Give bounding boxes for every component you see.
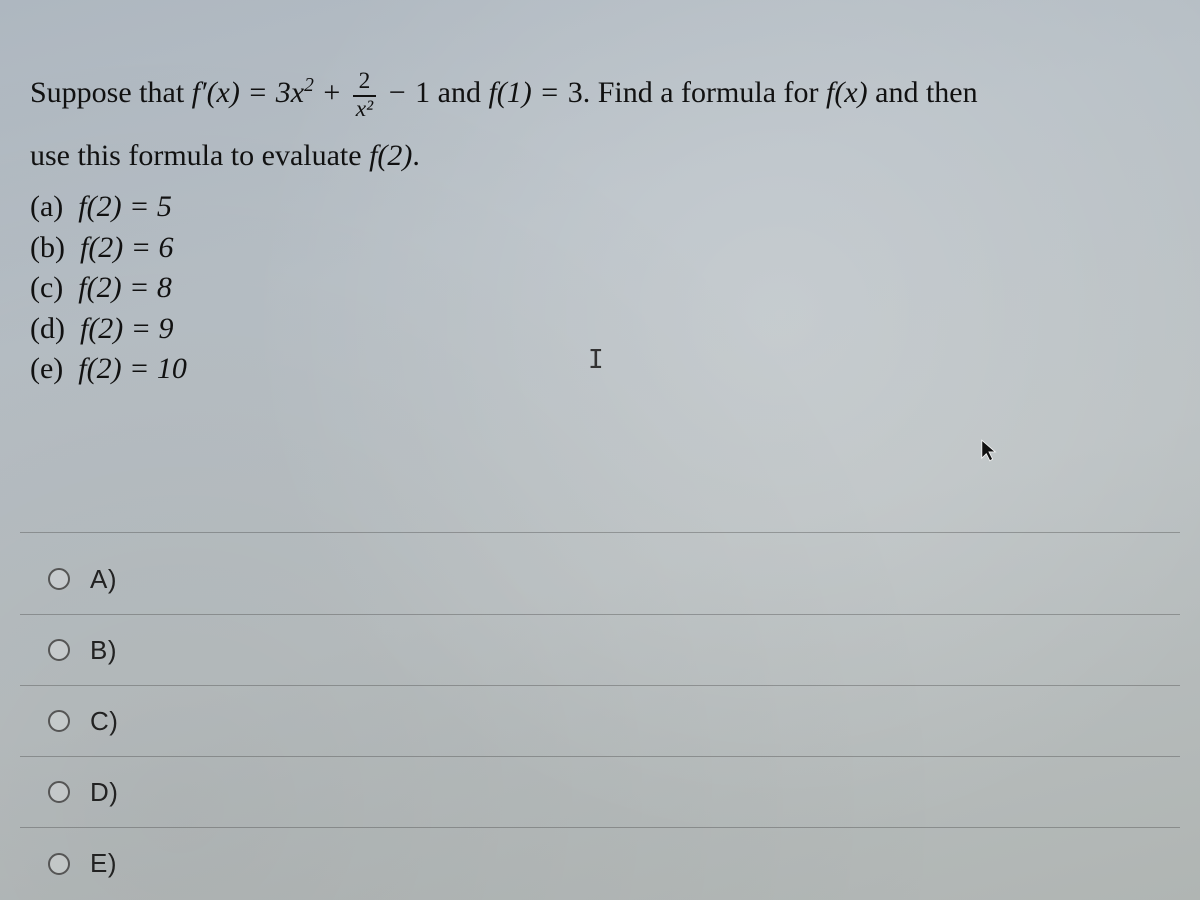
and: and — [438, 76, 489, 109]
equals2: = — [539, 76, 567, 109]
inline-choices: (a) f(2) = 5 (b) f(2) = 6 (c) f(2) = 8 (… — [30, 187, 1170, 390]
choice-c: (c) f(2) = 8 — [30, 268, 1170, 309]
three: 3. — [568, 76, 591, 109]
math-fprime: f′(x) — [192, 76, 240, 109]
answer-label: A) — [90, 564, 117, 595]
choice-expr: f(2) = 8 — [78, 271, 172, 304]
answer-option-c[interactable]: C) — [20, 686, 1180, 757]
dot: . — [412, 139, 420, 172]
choice-prefix: (b) — [30, 231, 65, 264]
choice-d: (d) f(2) = 9 — [30, 309, 1170, 350]
choice-prefix: (d) — [30, 312, 65, 345]
cursor-icon — [980, 438, 998, 464]
plus: + — [321, 76, 349, 109]
text2: use this formula to evaluate — [30, 139, 369, 172]
term-3x2: 3x2 — [276, 76, 314, 109]
one: 1 — [415, 76, 430, 109]
fraction-numerator: 2 — [353, 70, 376, 96]
equals: = — [247, 76, 275, 109]
math-fx: f(x) — [826, 76, 868, 109]
options-divider — [20, 532, 1180, 533]
choice-prefix: (a) — [30, 190, 63, 223]
radio-icon[interactable] — [48, 853, 70, 875]
radio-icon[interactable] — [48, 639, 70, 661]
math-f1: f(1) — [488, 76, 531, 109]
minus: − — [387, 76, 415, 109]
choice-expr: f(2) = 5 — [78, 190, 172, 223]
answer-label: D) — [90, 777, 118, 808]
choice-a: (a) f(2) = 5 — [30, 187, 1170, 228]
exp1: 2 — [304, 75, 314, 96]
question-block: Suppose that f′(x) = 3x2 + 2 x² − 1 and … — [30, 70, 1170, 390]
radio-icon[interactable] — [48, 568, 70, 590]
fraction-denominator: x² — [353, 97, 376, 121]
answer-option-d[interactable]: D) — [20, 757, 1180, 828]
term1: 3x — [276, 76, 304, 109]
answer-option-e[interactable]: E) — [20, 828, 1180, 899]
answer-label: B) — [90, 635, 117, 666]
radio-icon[interactable] — [48, 781, 70, 803]
choice-prefix: (c) — [30, 271, 63, 304]
radio-icon[interactable] — [48, 710, 70, 732]
question-line-2: use this formula to evaluate f(2). — [30, 133, 1170, 180]
question-line-1: Suppose that f′(x) = 3x2 + 2 x² − 1 and … — [30, 70, 1170, 121]
choice-b: (b) f(2) = 6 — [30, 228, 1170, 269]
fraction-2-over-x2: 2 x² — [353, 70, 376, 121]
choice-expr: f(2) = 6 — [80, 231, 174, 264]
choice-e: (e) f(2) = 10 — [30, 349, 1170, 390]
answer-label: E) — [90, 848, 117, 879]
answer-option-a[interactable]: A) — [20, 544, 1180, 615]
answer-options: A) B) C) D) E) — [20, 544, 1180, 899]
choice-expr: f(2) = 9 — [80, 312, 174, 345]
math-f2: f(2) — [369, 139, 412, 172]
choice-expr: f(2) = 10 — [78, 352, 187, 385]
tail2: and then — [875, 76, 977, 109]
answer-option-b[interactable]: B) — [20, 615, 1180, 686]
tail: Find a formula for — [598, 76, 826, 109]
answer-label: C) — [90, 706, 118, 737]
choice-prefix: (e) — [30, 352, 63, 385]
text: Suppose that — [30, 76, 192, 109]
